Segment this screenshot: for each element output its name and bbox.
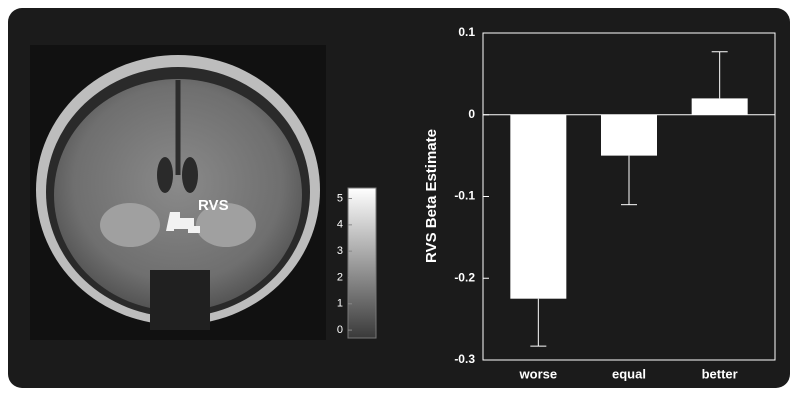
colorbar-tick-label: 5 <box>337 192 343 204</box>
colorbar-tick-label: 4 <box>337 219 343 231</box>
y-tick-label: -0.2 <box>454 270 475 284</box>
colorbar <box>348 188 376 338</box>
bar <box>510 115 566 299</box>
brain-image: RVS <box>30 45 326 340</box>
y-tick-label: 0.1 <box>458 25 475 39</box>
y-tick-label: 0 <box>468 107 475 121</box>
y-tick-label: -0.3 <box>454 352 475 366</box>
colorbar-tick-label: 0 <box>337 324 343 336</box>
colorbar-tick-label: 1 <box>337 298 343 310</box>
figure: RVS RVS Beta Estimate -0.3 -0.2 -0.1 0 0.1 wo… <box>0 0 797 394</box>
x-tick-label: better <box>702 366 738 381</box>
colorbar-tick-label: 2 <box>337 271 343 283</box>
bar <box>601 115 657 156</box>
annotation: RVS <box>198 197 229 214</box>
y-axis-label: RVS Beta Estimate <box>423 129 440 263</box>
y-tick-label: -0.1 <box>454 189 475 203</box>
x-tick-label: worse <box>519 366 558 381</box>
bar <box>692 98 748 114</box>
x-tick-label: equal <box>612 366 646 381</box>
colorbar-tick-label: 3 <box>337 245 343 257</box>
